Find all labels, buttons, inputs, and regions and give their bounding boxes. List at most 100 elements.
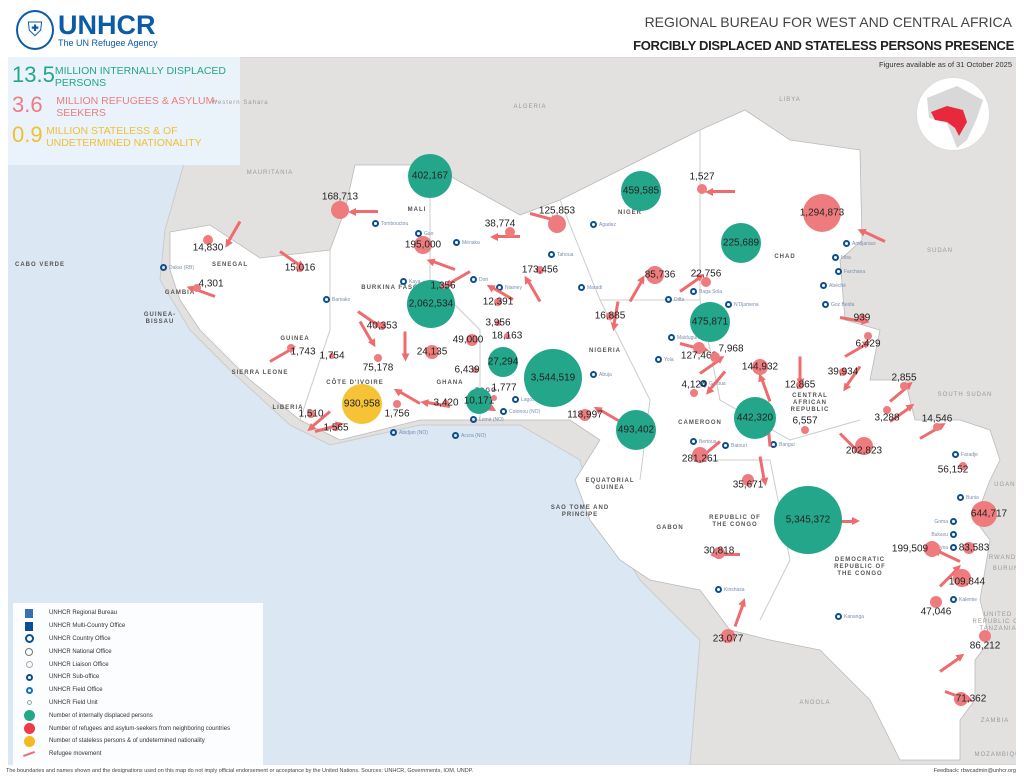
refugee-circle[interactable]: 39,934 xyxy=(828,367,859,378)
refugee-circle[interactable]: 24,135 xyxy=(417,345,447,359)
office-marker[interactable]: Ménaka xyxy=(453,239,480,246)
office-marker[interactable]: Maradi xyxy=(578,284,602,291)
office-marker[interactable]: Accra (NO) xyxy=(452,432,486,439)
refugee-circle[interactable]: 125,853 xyxy=(539,206,575,233)
refugee-circle[interactable]: 83,583 xyxy=(959,542,989,554)
refugee-circle[interactable]: 281,261 xyxy=(682,447,718,465)
refugee-circle[interactable]: 49,000 xyxy=(453,334,483,346)
map[interactable]: 13.5 MILLION INTERNALLY DISPLACED PERSONS… xyxy=(8,57,1016,765)
idp-circle[interactable]: 475,871 xyxy=(690,302,730,342)
idp-circle[interactable]: 27,294 xyxy=(488,347,518,377)
refugee-circle[interactable]: 1,527 xyxy=(689,172,715,194)
idp-circle[interactable]: 2,062,534 xyxy=(407,280,455,328)
office-marker[interactable]: Faradje xyxy=(952,451,978,458)
office-marker[interactable]: Agadez xyxy=(590,221,616,228)
refugee-circle[interactable]: 85,736 xyxy=(645,266,675,284)
refugee-circle[interactable]: 168,713 xyxy=(322,192,358,219)
office-marker[interactable]: Lomé (NO) xyxy=(470,416,504,423)
office-marker[interactable]: Dori xyxy=(470,276,488,283)
refugee-circle[interactable]: 1,294,873 xyxy=(800,194,844,232)
refugee-circle[interactable]: 3,956 xyxy=(485,318,510,329)
refugee-circle[interactable]: 4,301 xyxy=(193,279,224,292)
refugee-circle[interactable]: 4,124 xyxy=(681,380,707,397)
office-marker[interactable]: Batouri xyxy=(722,442,747,449)
office-marker[interactable]: Yola xyxy=(655,356,674,363)
office-marker[interactable]: Lagos xyxy=(512,396,535,403)
office-marker[interactable]: Abuja xyxy=(590,371,612,378)
idp-circle[interactable]: 493,402 xyxy=(616,410,656,450)
refugee-circle[interactable]: 2,855 xyxy=(891,373,917,390)
refugee-circle[interactable]: 6,429 xyxy=(855,332,881,350)
refugee-circle[interactable]: 86,212 xyxy=(970,630,1000,652)
idp-circle[interactable]: 442,320 xyxy=(734,397,776,439)
office-marker[interactable]: Iriba xyxy=(832,254,851,261)
office-marker[interactable]: Abidjan (NO) xyxy=(390,429,428,436)
office-marker[interactable]: Tahoua xyxy=(548,251,573,258)
refugee-circle[interactable]: 644,717 xyxy=(971,501,1007,527)
refugee-circle[interactable]: 1,510 xyxy=(298,409,323,420)
refugee-circle[interactable]: 195,000 xyxy=(405,236,441,254)
refugee-circle[interactable]: 18,163 xyxy=(492,331,523,342)
idp-circle[interactable]: 5,345,372 xyxy=(774,486,842,554)
idp-circle[interactable]: 10,171 xyxy=(464,388,494,414)
office-marker[interactable]: Baga Sola xyxy=(690,288,722,295)
refugee-circle[interactable]: 14,546 xyxy=(922,414,952,431)
refugee-circle[interactable]: 202,823 xyxy=(846,437,882,457)
office-marker[interactable]: Garoua xyxy=(700,380,726,387)
refugee-circle[interactable]: 3,288 xyxy=(874,406,900,424)
office-marker[interactable]: Bangui xyxy=(770,441,795,448)
idp-circle[interactable]: 225,689 xyxy=(721,223,761,263)
refugee-circle[interactable]: 75,178 xyxy=(363,354,393,374)
refugee-circle[interactable]: 6,557 xyxy=(792,416,818,434)
refugee-circle[interactable]: 1,777 xyxy=(491,383,517,401)
office-marker[interactable]: Kaya xyxy=(400,278,420,285)
office-marker[interactable]: Diffa xyxy=(665,296,684,303)
refugee-circle[interactable]: 40,353 xyxy=(367,321,398,332)
refugee-circle[interactable]: 38,774 xyxy=(485,219,515,237)
refugee-circle[interactable]: 30,818 xyxy=(704,546,734,559)
office-marker[interactable]: Dakar (RB) xyxy=(160,264,194,271)
refugee-circle[interactable]: 6,439 xyxy=(454,365,479,376)
refugee-circle[interactable]: 144,932 xyxy=(742,359,778,375)
refugee-circle[interactable]: 56,152 xyxy=(938,462,968,476)
refugee-circle[interactable]: 35,671 xyxy=(733,474,763,491)
office-marker[interactable]: Tombouctou xyxy=(372,220,408,227)
refugee-circle[interactable]: 71,362 xyxy=(954,692,986,706)
office-marker[interactable]: Bunia xyxy=(957,494,979,501)
refugee-circle[interactable]: 1,743 xyxy=(287,344,316,358)
refugee-circle[interactable]: 1,565 xyxy=(323,423,348,434)
office-marker[interactable]: Bertoua xyxy=(690,438,717,445)
refugee-circle[interactable]: 1,754 xyxy=(319,351,344,362)
office-marker[interactable]: Kalemie xyxy=(950,596,977,603)
refugee-circle[interactable]: 47,046 xyxy=(921,596,951,618)
office-marker[interactable]: Cotonou (NO) xyxy=(500,408,540,415)
refugee-circle[interactable]: 109,844 xyxy=(949,569,985,588)
refugee-circle[interactable]: 15,016 xyxy=(285,263,316,274)
refugee-circle[interactable]: 12,865 xyxy=(785,380,816,391)
office-marker[interactable]: Bamako xyxy=(323,296,350,303)
refugee-circle[interactable]: 939 xyxy=(854,313,871,324)
stateless-circle[interactable]: 930,958 xyxy=(342,384,382,424)
idp-circle[interactable]: 402,167 xyxy=(408,154,452,198)
refugee-circle[interactable]: 16,885 xyxy=(595,311,626,322)
refugee-circle[interactable]: 12,391 xyxy=(483,297,514,308)
refugee-circle[interactable]: 14,830 xyxy=(193,235,223,254)
idp-circle[interactable]: 459,585 xyxy=(621,171,661,211)
office-marker[interactable]: Abéché xyxy=(820,282,846,289)
office-marker[interactable]: N'Djamena xyxy=(725,301,759,308)
refugee-circle[interactable]: 1,356 xyxy=(430,281,455,292)
office-marker[interactable]: Kinshasa xyxy=(715,586,745,593)
refugee-circle[interactable]: 3,420 xyxy=(433,398,458,409)
office-marker[interactable]: Farchana xyxy=(835,268,865,275)
refugee-circle[interactable]: 118,997 xyxy=(567,409,603,421)
refugee-circle[interactable]: 1,756 xyxy=(384,400,410,420)
refugee-circle[interactable]: 23,077 xyxy=(713,629,743,645)
refugee-circle[interactable]: 173,456 xyxy=(522,265,558,276)
refugee-circle[interactable]: 7,968 xyxy=(710,344,744,362)
office-marker[interactable]: Amdjarass xyxy=(843,240,876,247)
office-marker[interactable]: Bukavu xyxy=(931,531,957,538)
refugee-circle[interactable]: 22,756 xyxy=(691,269,721,287)
refugee-circle[interactable]: 199,509 xyxy=(892,541,940,557)
office-marker[interactable]: Goma xyxy=(934,518,957,525)
office-marker[interactable]: Uvira xyxy=(936,544,957,551)
